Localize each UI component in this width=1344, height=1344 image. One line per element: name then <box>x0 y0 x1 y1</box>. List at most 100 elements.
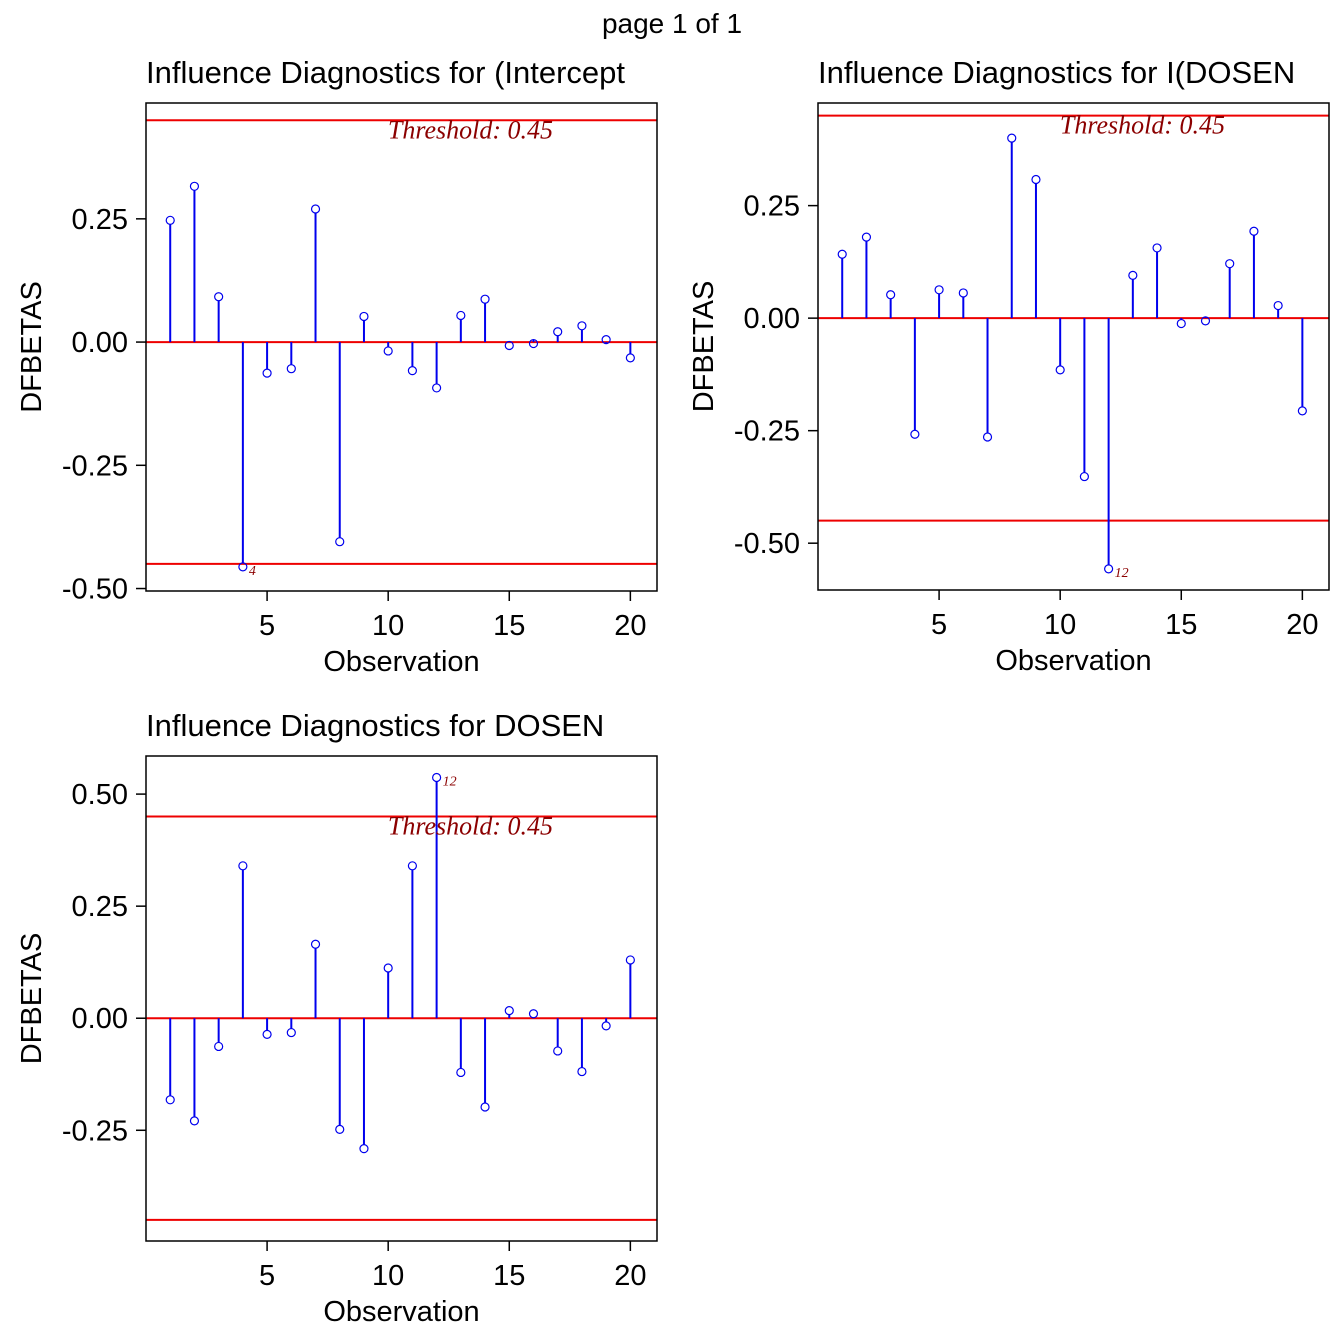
x-tick-label: 10 <box>372 1260 404 1292</box>
panel-dosen: Influence Diagnostics for DOSEN Threshold… <box>16 708 658 1328</box>
point-16 <box>528 1009 539 1019</box>
point-13 <box>1128 270 1138 280</box>
x-tick-label: 15 <box>1165 609 1197 641</box>
point-4 <box>238 562 248 572</box>
threshold-label: Threshold: 0.45 <box>388 812 553 841</box>
plot-frame <box>817 102 1330 591</box>
point-7 <box>310 939 321 949</box>
point-18 <box>1249 226 1259 236</box>
point-18 <box>577 1066 587 1077</box>
point-7 <box>310 204 321 214</box>
point-13 <box>456 310 466 321</box>
x-tick-label: 10 <box>372 610 404 642</box>
point-12 <box>432 383 442 393</box>
point-1 <box>837 249 847 259</box>
point-14 <box>1152 243 1162 253</box>
point-4 <box>238 861 248 871</box>
point-label: 4 <box>249 564 256 579</box>
point-16 <box>528 338 539 349</box>
threshold-label: Threshold: 0.45 <box>1060 111 1225 140</box>
x-tick-label: 20 <box>1286 609 1318 641</box>
point-2 <box>861 232 872 242</box>
x-tick-label: 20 <box>614 1260 646 1292</box>
point-18 <box>577 321 587 331</box>
y-axis-label: DFBETAS <box>16 281 48 413</box>
point-3 <box>214 1041 224 1052</box>
x-axis-label: Observation <box>323 646 479 678</box>
plot-area <box>146 772 657 1221</box>
point-19 <box>601 1021 611 1031</box>
point-14 <box>480 294 490 304</box>
x-tick-label: 5 <box>259 610 275 642</box>
point-1 <box>165 1095 175 1105</box>
point-10 <box>383 963 393 973</box>
point-11 <box>407 861 417 871</box>
point-20 <box>625 955 635 965</box>
point-20 <box>625 353 635 363</box>
x-tick-label: 20 <box>614 610 646 642</box>
point-15 <box>504 340 514 351</box>
point-1 <box>165 215 175 225</box>
y-axis-label: DFBETAS <box>16 933 48 1065</box>
point-11 <box>407 366 417 376</box>
point-3 <box>214 292 224 302</box>
plot-area <box>818 114 1329 574</box>
point-9 <box>359 311 369 322</box>
point-8 <box>1007 133 1017 143</box>
y-tick-label: -0.50 <box>62 574 128 606</box>
chart-title: Influence Diagnostics for (Intercept <box>146 55 625 90</box>
point-9 <box>1031 174 1041 185</box>
point-6 <box>286 1027 296 1038</box>
point-10 <box>383 346 393 356</box>
point-16 <box>1200 316 1211 326</box>
point-12 <box>1104 564 1114 574</box>
y-tick-label: 0.00 <box>744 303 800 335</box>
x-axis-label: Observation <box>323 1296 479 1328</box>
point-4 <box>910 429 920 439</box>
y-tick-label: 0.50 <box>72 779 128 811</box>
point-2 <box>189 1116 200 1126</box>
point-9 <box>359 1144 369 1154</box>
point-2 <box>189 181 200 191</box>
point-8 <box>335 537 345 547</box>
point-15 <box>1176 318 1186 329</box>
x-tick-label: 10 <box>1044 609 1076 641</box>
point-14 <box>480 1102 490 1112</box>
point-19 <box>1273 300 1283 311</box>
point-label: 12 <box>1115 566 1129 581</box>
point-17 <box>553 327 563 337</box>
x-tick-label: 15 <box>493 610 525 642</box>
point-6 <box>286 364 296 374</box>
chart-title: Influence Diagnostics for I(DOSEN <box>818 55 1295 90</box>
y-tick-label: -0.25 <box>62 450 128 482</box>
threshold-label: Threshold: 0.45 <box>388 115 553 144</box>
plot-frame <box>145 102 658 592</box>
y-tick-label: -0.25 <box>62 1115 128 1147</box>
x-tick-label: 5 <box>931 609 947 641</box>
plot-frame <box>145 755 658 1242</box>
point-17 <box>1225 259 1235 269</box>
y-tick-label: 0.25 <box>72 891 128 923</box>
y-tick-label: 0.00 <box>72 327 128 359</box>
page-label: page 1 of 1 <box>602 8 742 39</box>
y-tick-label: 0.00 <box>72 1003 128 1035</box>
point-5 <box>262 368 272 378</box>
point-5 <box>262 1029 272 1039</box>
chart-title: Influence Diagnostics for DOSEN <box>146 708 604 743</box>
y-tick-label: -0.50 <box>734 528 800 560</box>
point-11 <box>1079 471 1089 482</box>
x-tick-label: 15 <box>493 1260 525 1292</box>
point-6 <box>958 288 968 298</box>
panel-i-dosen: Influence Diagnostics for I(DOSEN Thresho… <box>688 55 1330 677</box>
point-label: 12 <box>443 775 457 790</box>
point-15 <box>504 1006 514 1016</box>
y-tick-label: 0.25 <box>744 191 800 223</box>
x-axis-label: Observation <box>995 645 1151 677</box>
y-axis-label: DFBETAS <box>688 281 720 413</box>
point-5 <box>934 285 944 295</box>
y-tick-label: -0.25 <box>734 416 800 448</box>
point-17 <box>553 1046 563 1056</box>
point-20 <box>1297 406 1307 416</box>
point-13 <box>456 1067 466 1078</box>
